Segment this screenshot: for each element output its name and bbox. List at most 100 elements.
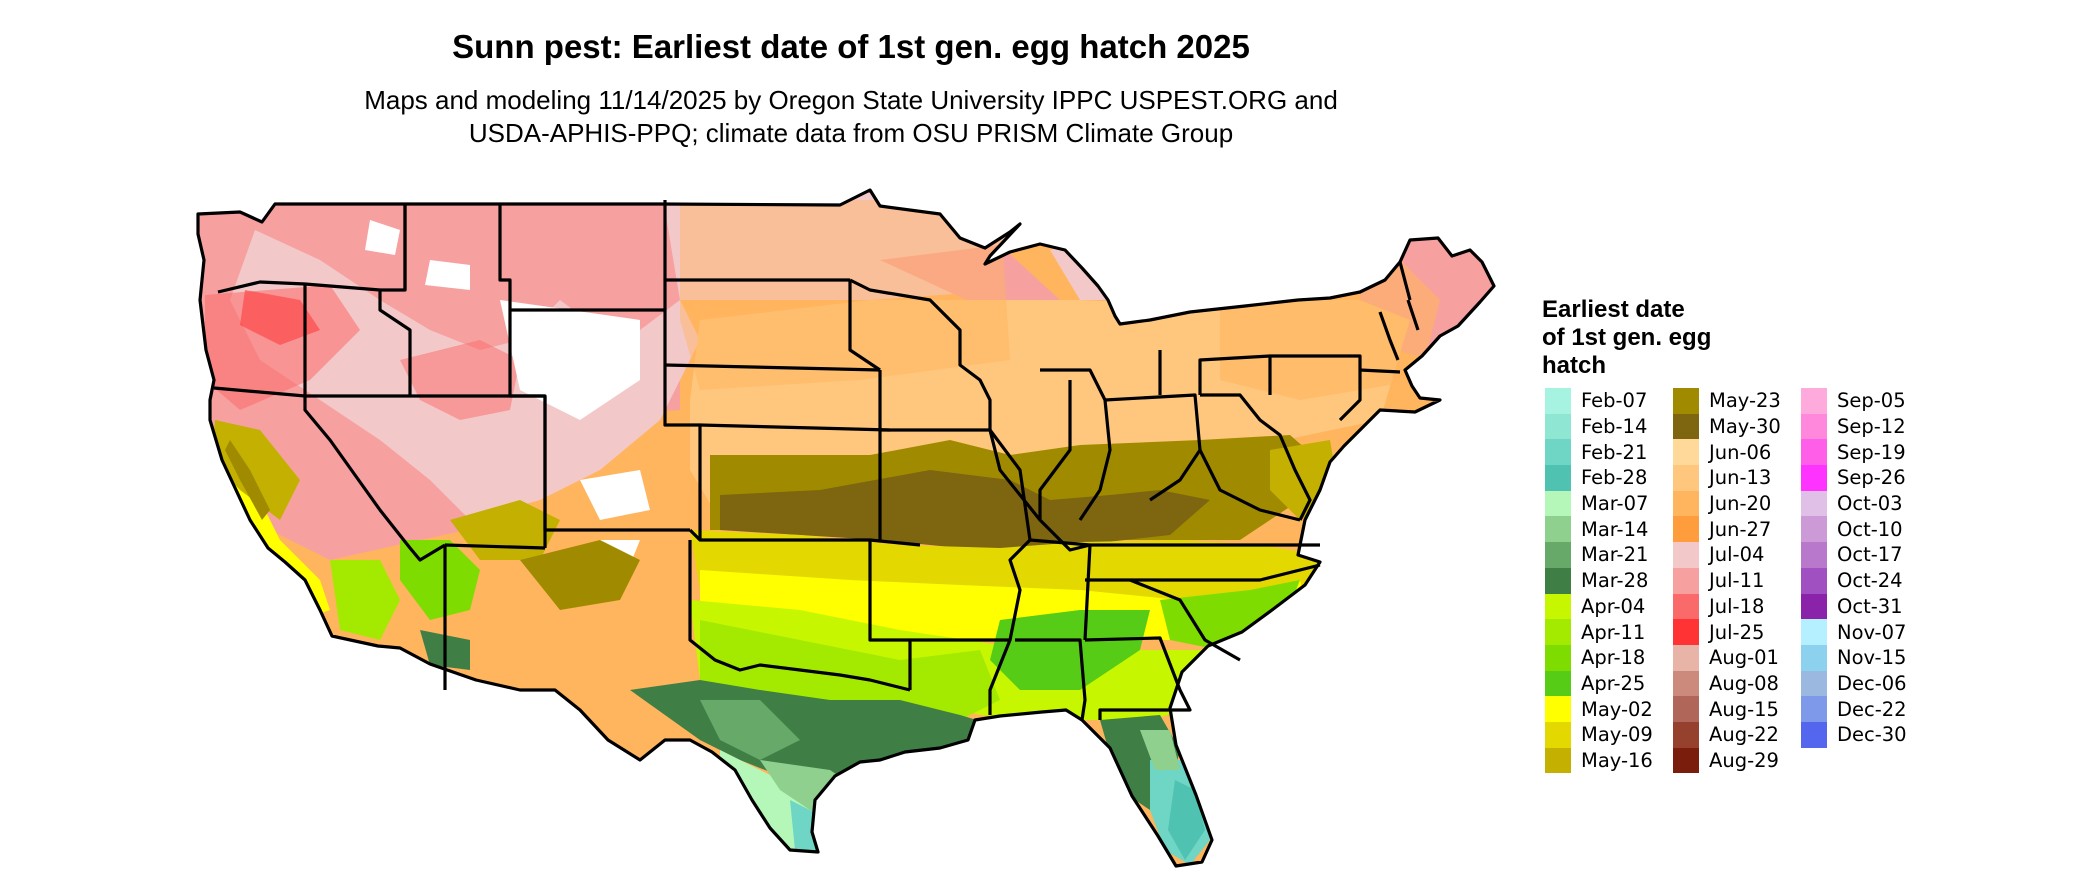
legend-swatch (1673, 721, 1699, 748)
legend-label: Jul-04 (1709, 543, 1765, 567)
legend-title-line-2: of 1st gen. egg (1542, 324, 1712, 351)
legend-swatch (1801, 490, 1827, 517)
legend-item: Mar-07 (1545, 490, 1685, 517)
legend-label: Oct-10 (1837, 517, 1903, 541)
legend-label: Aug-01 (1709, 646, 1779, 670)
state-borders (196, 188, 1496, 868)
legend-label: Apr-11 (1581, 620, 1646, 644)
legend-label: Jul-25 (1709, 620, 1765, 644)
legend-item: May-23 (1673, 388, 1813, 414)
legend-swatch (1545, 593, 1571, 620)
legend-item: Aug-22 (1673, 721, 1813, 748)
legend-item: Oct-10 (1801, 516, 1941, 543)
legend-label: Aug-22 (1709, 723, 1779, 747)
legend-label: Feb-07 (1581, 389, 1648, 413)
legend-item: Feb-21 (1545, 439, 1685, 466)
legend-label: Sep-05 (1837, 389, 1906, 413)
legend-label: Dec-30 (1837, 723, 1907, 747)
legend-swatch (1801, 696, 1827, 722)
legend-item: Jul-11 (1673, 567, 1813, 594)
legend-label: Mar-28 (1581, 569, 1649, 593)
legend-label: Apr-25 (1581, 671, 1646, 695)
legend-item: Apr-11 (1545, 619, 1685, 645)
legend-swatch (1801, 439, 1827, 466)
legend-swatch (1545, 747, 1571, 774)
legend-label: Apr-18 (1581, 646, 1646, 670)
legend-swatch (1673, 388, 1699, 414)
legend-item: May-30 (1673, 413, 1813, 440)
legend-item: May-16 (1545, 747, 1685, 774)
legend-swatch (1673, 516, 1699, 543)
legend-swatch (1545, 567, 1571, 594)
subtitle-line-1: Maps and modeling 11/14/2025 by Oregon S… (364, 85, 1338, 115)
legend-swatch (1545, 439, 1571, 466)
legend-label: Aug-29 (1709, 748, 1779, 772)
legend-item: May-02 (1545, 696, 1685, 722)
legend-title: Earliest date of 1st gen. egg hatch (1542, 296, 1802, 380)
legend-label: Jun-27 (1709, 517, 1772, 541)
legend-label: Jul-18 (1709, 594, 1765, 618)
legend-item: Aug-01 (1673, 644, 1813, 671)
legend-item: Sep-05 (1801, 388, 1941, 414)
legend-swatch (1801, 593, 1827, 620)
legend-item: Aug-08 (1673, 670, 1813, 697)
legend-swatch (1673, 439, 1699, 466)
legend-item: Jun-20 (1673, 490, 1813, 517)
legend-swatch (1545, 721, 1571, 748)
legend-item: May-09 (1545, 721, 1685, 748)
legend-swatch (1545, 670, 1571, 697)
legend-item: Sep-26 (1801, 465, 1941, 491)
legend-label: Sep-19 (1837, 440, 1906, 464)
legend-label: Feb-28 (1581, 466, 1648, 490)
legend-label: Jun-20 (1709, 492, 1772, 516)
legend-column-2: May-23 May-30 Jun-06 Jun-13 Jun-20 Jun-27 Jul-… (1673, 388, 1813, 774)
legend-label: Sep-12 (1837, 415, 1906, 439)
legend-title-line-1: Earliest date (1542, 296, 1685, 323)
legend-swatch (1673, 696, 1699, 722)
legend-item: Aug-29 (1673, 747, 1813, 774)
legend-label: Nov-07 (1837, 620, 1907, 644)
legend-item: Dec-22 (1801, 696, 1941, 722)
legend-label: Apr-04 (1581, 594, 1646, 618)
legend-label: Oct-24 (1837, 569, 1903, 593)
legend-swatch (1801, 670, 1827, 697)
legend-item: Mar-28 (1545, 567, 1685, 594)
legend-item: Nov-07 (1801, 619, 1941, 645)
legend-swatch (1673, 644, 1699, 671)
legend-label: Mar-14 (1581, 517, 1649, 541)
legend-swatch (1673, 593, 1699, 620)
map-subtitle: Maps and modeling 11/14/2025 by Oregon S… (0, 84, 1702, 150)
legend-swatch (1801, 567, 1827, 594)
legend-swatch (1801, 465, 1827, 491)
legend-item: Apr-18 (1545, 644, 1685, 671)
map-title: Sunn pest: Earliest date of 1st gen. egg… (452, 28, 1250, 65)
legend-item: Oct-17 (1801, 542, 1941, 568)
legend-swatch (1801, 413, 1827, 440)
legend-swatch (1545, 516, 1571, 543)
legend-item: Jul-18 (1673, 593, 1813, 620)
legend-swatch (1673, 490, 1699, 517)
legend-swatch (1673, 413, 1699, 440)
legend-swatch (1545, 490, 1571, 517)
legend-swatch (1545, 465, 1571, 491)
legend-label: May-02 (1581, 697, 1653, 721)
legend-label: May-30 (1709, 415, 1781, 439)
subtitle-line-2: USDA-APHIS-PPQ; climate data from OSU PR… (468, 118, 1234, 148)
hatch-date-surface (198, 190, 1494, 866)
legend-label: Jun-06 (1709, 440, 1772, 464)
legend-swatch (1673, 670, 1699, 697)
legend-label: Jul-11 (1709, 569, 1765, 593)
legend-item: Feb-07 (1545, 388, 1685, 414)
legend-item: Oct-03 (1801, 490, 1941, 517)
legend-label: May-23 (1709, 389, 1781, 413)
legend-title-line-3: hatch (1542, 352, 1607, 379)
legend-item: Dec-06 (1801, 670, 1941, 697)
legend-label: Nov-15 (1837, 646, 1907, 670)
legend-swatch (1801, 388, 1827, 414)
legend-label: Mar-21 (1581, 543, 1649, 567)
legend-swatch (1673, 465, 1699, 491)
legend-item: Sep-19 (1801, 439, 1941, 466)
legend-item: Apr-25 (1545, 670, 1685, 697)
legend-label: Oct-17 (1837, 543, 1903, 567)
legend-swatch (1545, 644, 1571, 671)
